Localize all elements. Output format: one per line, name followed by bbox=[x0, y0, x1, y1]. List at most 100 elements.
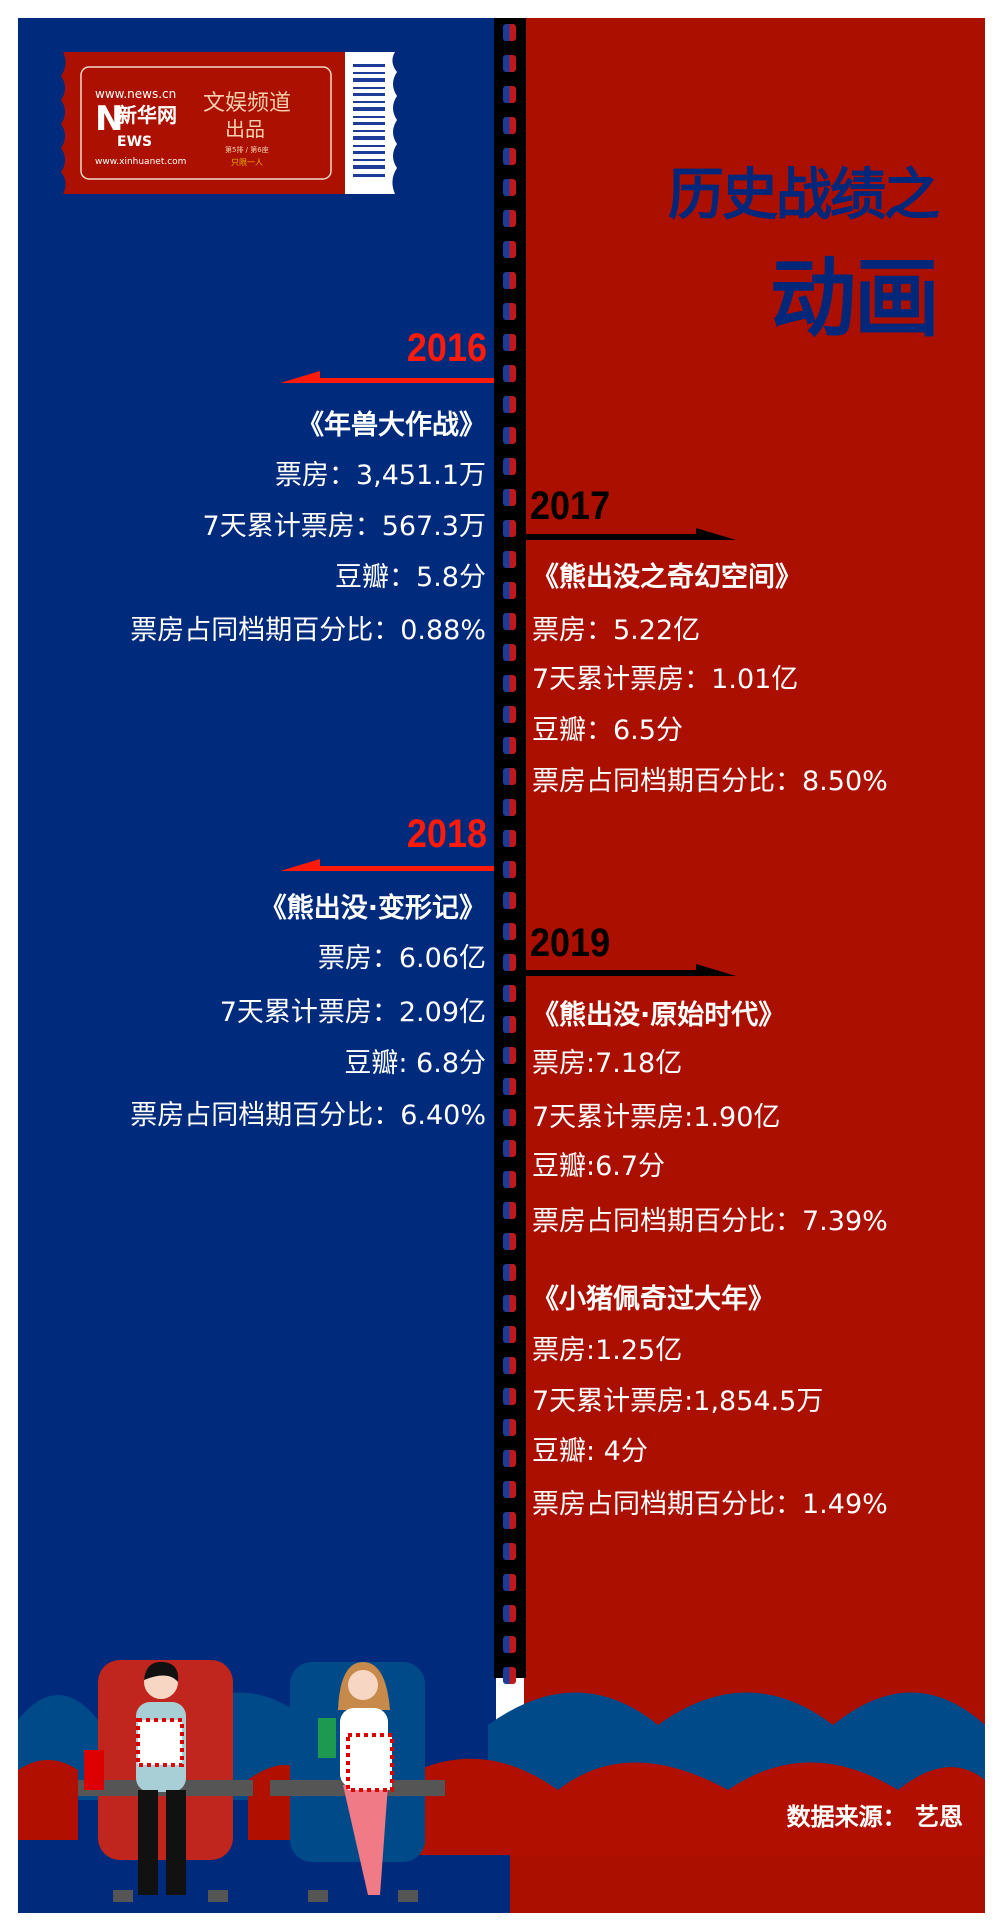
film-hole bbox=[503, 1574, 516, 1591]
film-hole bbox=[503, 1047, 516, 1064]
left-panel bbox=[18, 18, 496, 1913]
film-hole bbox=[503, 737, 516, 754]
film-hole bbox=[503, 830, 516, 847]
red-seat-man bbox=[78, 1660, 253, 1902]
film-hole bbox=[503, 210, 516, 227]
film-hole bbox=[503, 861, 516, 878]
film-hole bbox=[503, 1419, 516, 1436]
film-hole bbox=[503, 675, 516, 692]
film-hole bbox=[503, 1233, 516, 1250]
arrow-right bbox=[526, 964, 736, 976]
movie-title: 《熊出没·变形记》 bbox=[259, 893, 486, 924]
douban-score: 豆瓣：6.5分 bbox=[532, 715, 683, 746]
film-hole bbox=[503, 985, 516, 1002]
film-hole bbox=[503, 892, 516, 909]
film-hole bbox=[503, 365, 516, 382]
share-percent: 票房占同档期百分比：6.40% bbox=[130, 1100, 486, 1131]
movie-title: 《熊出没之奇幻空间》 bbox=[532, 562, 802, 593]
film-hole bbox=[503, 768, 516, 785]
arrow-right bbox=[526, 528, 736, 540]
film-hole bbox=[503, 582, 516, 599]
film-hole bbox=[503, 644, 516, 661]
film-hole bbox=[503, 954, 516, 971]
film-hole bbox=[503, 551, 516, 568]
film-hole bbox=[503, 1016, 516, 1033]
film-hole bbox=[503, 1450, 516, 1467]
seven-day-box-office: 7天累计票房：1.01亿 bbox=[532, 664, 799, 695]
year-2016: 2016 bbox=[406, 326, 487, 370]
header-line1: 历史战绩之 bbox=[668, 163, 940, 228]
film-hole bbox=[503, 458, 516, 475]
film-hole bbox=[503, 117, 516, 134]
right-panel bbox=[524, 18, 985, 1913]
logo-small2: 只限一人 bbox=[231, 158, 263, 167]
film-hole bbox=[503, 55, 516, 72]
film-hole bbox=[503, 272, 516, 289]
share-percent: 票房占同档期百分比：0.88% bbox=[130, 615, 486, 646]
film-hole bbox=[503, 303, 516, 320]
douban-score: 豆瓣:6.7分 bbox=[532, 1151, 666, 1182]
seven-day-box-office: 7天累计票房:1,854.5万 bbox=[532, 1386, 824, 1417]
film-hole bbox=[503, 613, 516, 630]
movie-title: 《熊出没·原始时代》 bbox=[532, 1000, 786, 1031]
film-hole bbox=[503, 1264, 516, 1281]
seven-day-box-office: 7天累计票房：567.3万 bbox=[202, 511, 486, 542]
film-hole bbox=[503, 241, 516, 258]
seven-day-box-office: 7天累计票房：2.09亿 bbox=[219, 997, 486, 1028]
box-office: 票房：5.22亿 bbox=[532, 615, 701, 646]
douban-score: 豆瓣: 4分 bbox=[532, 1436, 648, 1467]
film-hole bbox=[503, 1295, 516, 1312]
film-hole bbox=[503, 148, 516, 165]
film-hole bbox=[503, 24, 516, 41]
film-hole bbox=[503, 923, 516, 940]
blue-seat-woman bbox=[270, 1662, 445, 1902]
logo-site2: www.xinhuanet.com bbox=[95, 157, 186, 167]
year-2018: 2018 bbox=[406, 812, 487, 856]
logo-small1: 第5排 / 第6座 bbox=[225, 145, 269, 154]
box-office: 票房:7.18亿 bbox=[532, 1048, 683, 1079]
film-hole bbox=[503, 1481, 516, 1498]
film-hole bbox=[503, 427, 516, 444]
film-hole bbox=[503, 799, 516, 816]
logo-produced: 出品 bbox=[225, 117, 265, 141]
film-hole bbox=[503, 1512, 516, 1529]
film-hole bbox=[503, 1667, 516, 1684]
film-hole bbox=[503, 1202, 516, 1219]
xinhua-ticket-logo: www.news.cn N 新华网 EWS www.xinhuanet.com … bbox=[61, 52, 397, 194]
film-hole bbox=[503, 706, 516, 723]
film-hole bbox=[503, 396, 516, 413]
film-strip bbox=[494, 18, 526, 1684]
year-2019: 2019 bbox=[530, 921, 611, 965]
header-line2: 动画 bbox=[770, 249, 940, 349]
film-hole bbox=[503, 1388, 516, 1405]
share-percent: 票房占同档期百分比：7.39% bbox=[532, 1206, 888, 1237]
film-hole bbox=[503, 1636, 516, 1653]
film-hole bbox=[503, 1543, 516, 1560]
box-office: 票房:1.25亿 bbox=[532, 1335, 683, 1366]
film-hole bbox=[503, 1140, 516, 1157]
seven-day-box-office: 7天累计票房:1.90亿 bbox=[532, 1102, 781, 1133]
film-hole bbox=[503, 489, 516, 506]
logo-site: www.news.cn bbox=[95, 87, 176, 101]
box-office: 票房：6.06亿 bbox=[317, 943, 486, 974]
film-hole bbox=[503, 1109, 516, 1126]
share-percent: 票房占同档期百分比：1.49% bbox=[532, 1489, 888, 1520]
share-percent: 票房占同档期百分比：8.50% bbox=[532, 766, 888, 797]
film-hole bbox=[503, 1326, 516, 1343]
movie-title: 《小猪佩奇过大年》 bbox=[532, 1284, 775, 1315]
douban-score: 豆瓣：5.8分 bbox=[335, 562, 486, 593]
movie-title: 《年兽大作战》 bbox=[297, 410, 486, 441]
logo-channel: 文娱频道 bbox=[203, 91, 291, 116]
svg-text:N: N bbox=[95, 99, 123, 139]
film-hole bbox=[503, 1078, 516, 1095]
douban-score: 豆瓣: 6.8分 bbox=[344, 1048, 486, 1079]
film-hole bbox=[503, 179, 516, 196]
box-office: 票房：3,451.1万 bbox=[274, 460, 486, 491]
film-hole bbox=[503, 334, 516, 351]
film-hole bbox=[503, 1605, 516, 1622]
data-source: 数据来源： 艺恩 bbox=[786, 1803, 963, 1831]
cinema-seats-illustration bbox=[18, 1660, 985, 1913]
film-hole bbox=[503, 1171, 516, 1188]
film-hole bbox=[503, 86, 516, 103]
arrow-left bbox=[280, 859, 494, 871]
